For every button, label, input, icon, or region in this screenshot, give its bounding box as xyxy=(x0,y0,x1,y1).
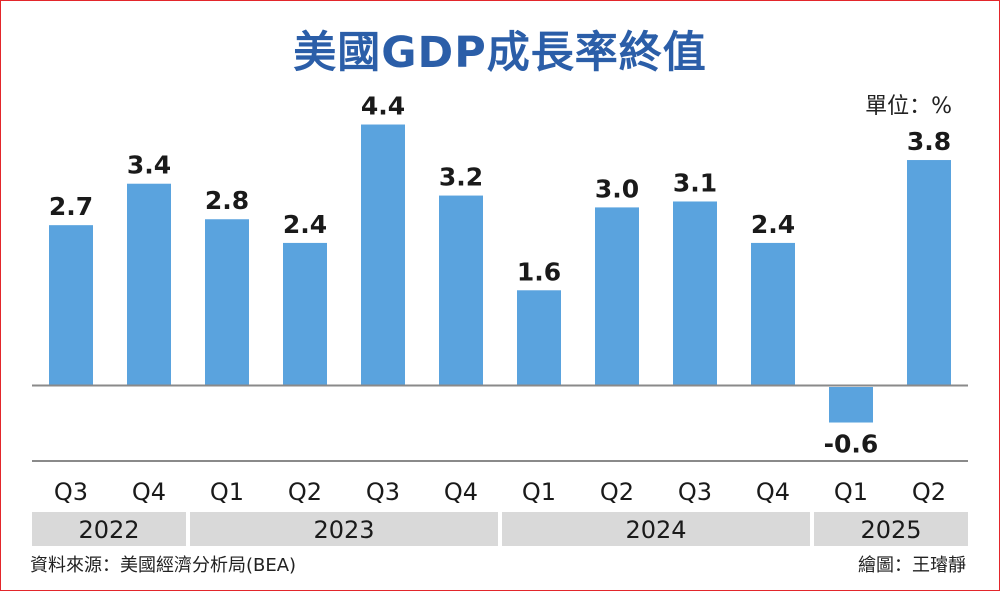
bar-0 xyxy=(49,225,93,385)
value-label-3: 2.4 xyxy=(283,210,327,239)
value-label-11: 3.8 xyxy=(907,127,951,156)
year-band-2022 xyxy=(32,512,186,546)
x-tick-label-10: Q1 xyxy=(834,478,868,506)
year-label-2022: 2022 xyxy=(78,516,139,544)
year-label-2025: 2025 xyxy=(860,516,921,544)
x-tick-label-9: Q4 xyxy=(756,478,790,506)
x-tick-label-0: Q3 xyxy=(54,478,88,506)
credit-note: 繪圖：王璿靜 xyxy=(858,555,966,576)
value-label-7: 3.0 xyxy=(595,174,639,203)
bar-6 xyxy=(517,290,561,385)
year-label-2024: 2024 xyxy=(625,516,686,544)
unit-label: 單位：% xyxy=(865,94,952,119)
chart-title: 美國GDP成長率終值 xyxy=(293,28,707,78)
x-tick-label-7: Q2 xyxy=(600,478,634,506)
value-label-9: 2.4 xyxy=(751,210,795,239)
x-tick-label-5: Q4 xyxy=(444,478,478,506)
value-label-0: 2.7 xyxy=(49,192,93,221)
value-label-5: 3.2 xyxy=(439,163,483,192)
x-tick-label-11: Q2 xyxy=(912,478,946,506)
value-label-6: 1.6 xyxy=(517,257,561,286)
x-tick-label-8: Q3 xyxy=(678,478,712,506)
value-label-10: -0.6 xyxy=(824,430,879,459)
x-tick-label-4: Q3 xyxy=(366,478,400,506)
bar-9 xyxy=(751,242,795,385)
x-tick-label-3: Q2 xyxy=(288,478,322,506)
year-label-2023: 2023 xyxy=(313,516,374,544)
bar-3 xyxy=(283,242,327,385)
bar-7 xyxy=(595,207,639,385)
bar-10 xyxy=(829,387,873,423)
x-tick-label-6: Q1 xyxy=(522,478,556,506)
source-note: 資料來源：美國經濟分析局(BEA) xyxy=(30,555,297,576)
year-band-2024 xyxy=(502,512,810,546)
bar-5 xyxy=(439,195,483,385)
x-tick-label-2: Q1 xyxy=(210,478,244,506)
value-label-8: 3.1 xyxy=(673,168,717,197)
value-label-2: 2.8 xyxy=(205,186,249,215)
bar-4 xyxy=(361,124,405,386)
year-band-2023 xyxy=(190,512,498,546)
value-label-1: 3.4 xyxy=(127,151,171,180)
bar-11 xyxy=(907,160,951,385)
year-band-2025 xyxy=(814,512,968,546)
x-tick-label-1: Q4 xyxy=(132,478,166,506)
bar-2 xyxy=(205,219,249,385)
bar-1 xyxy=(127,183,171,385)
bar-8 xyxy=(673,201,717,385)
value-label-4: 4.4 xyxy=(361,92,405,121)
